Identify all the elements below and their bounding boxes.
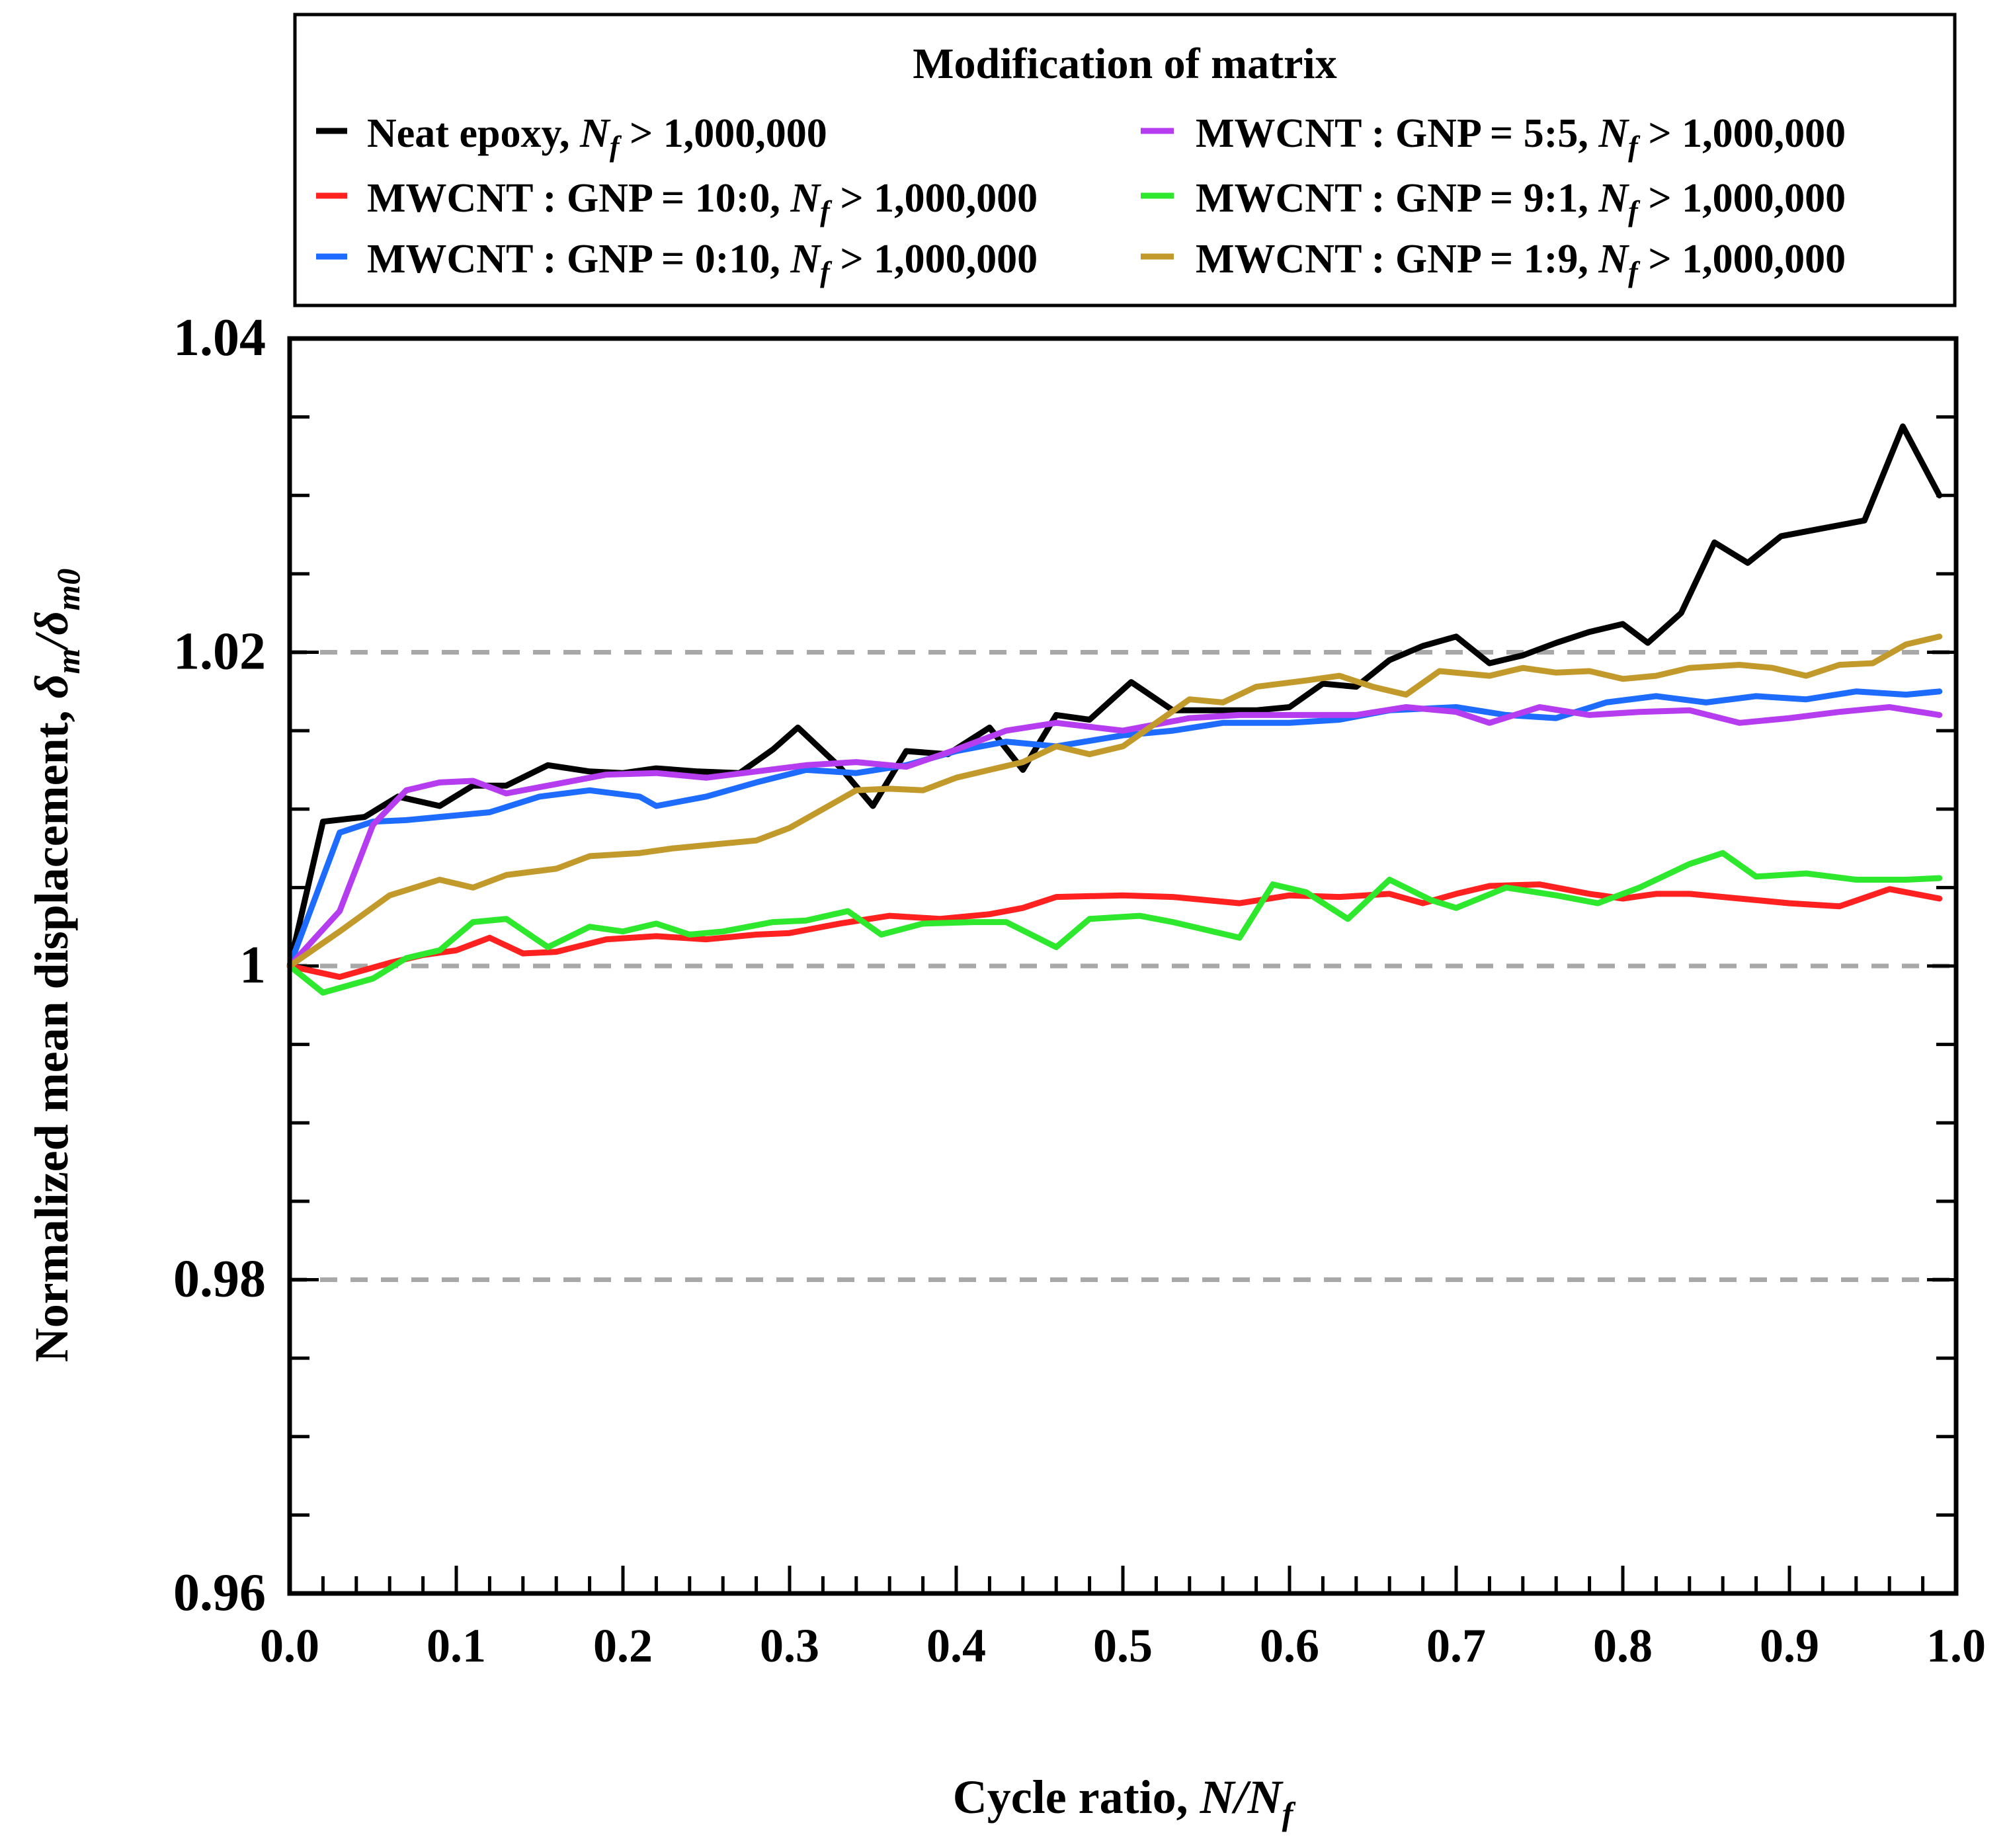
series-line-neat-epoxy	[286, 423, 1943, 969]
legend-box	[293, 13, 1957, 307]
series-line-mwcnt-gnp-5-5	[286, 704, 1943, 969]
y-tick-label: 1	[239, 936, 266, 994]
legend-entry-mwcnt-1-9: MWCNT : GNP = 1:9, Nf > 1,000,000	[1196, 237, 1846, 288]
series-line-mwcnt-gnp-10-0	[286, 881, 1943, 981]
x-tick-label: 0.8	[1593, 1619, 1653, 1672]
legend-entry-mwcnt-9-1: MWCNT : GNP = 9:1, Nf > 1,000,000	[1196, 176, 1846, 227]
x-tick-label: 1.0	[1926, 1619, 1986, 1672]
x-tick-label: 0.2	[593, 1619, 653, 1672]
series-line-mwcnt-gnp-9-1	[286, 850, 1943, 996]
legend-entry-mwcnt-5-5: MWCNT : GNP = 5:5, Nf > 1,000,000	[1196, 111, 1846, 163]
y-tick-label: 1.04	[173, 309, 266, 367]
reference-lines	[290, 650, 1956, 1282]
tick-labels: 0.0 0.1 0.2 0.3 0.4 0.5 0.6 0.7 0.8 0.9 1.0 0.96 0.9…	[173, 309, 1986, 1672]
data-series	[286, 423, 1943, 996]
series-line-mwcnt-gnp-1-9	[286, 633, 1943, 969]
x-tick-label: 0.6	[1260, 1619, 1319, 1672]
legend-entry-neat-epoxy: Neat epoxy, Nf > 1,000,000	[367, 111, 827, 163]
x-tick-label: 0.4	[926, 1619, 986, 1672]
x-tick-label: 0.0	[260, 1619, 319, 1672]
x-tick-label: 0.9	[1760, 1619, 1819, 1672]
x-tick-label: 0.7	[1426, 1619, 1486, 1672]
x-tick-label: 0.1	[427, 1619, 486, 1672]
legend: Modification of matrix Neat epoxy, Nf > …	[293, 13, 1957, 307]
legend-entry-mwcnt-10-0: MWCNT : GNP = 10:0, Nf > 1,000,000	[367, 176, 1038, 227]
y-tick-label: 0.96	[173, 1564, 266, 1622]
y-tick-label: 0.98	[173, 1250, 266, 1308]
x-axis-label: Cycle ratio, N/Nf	[953, 1771, 1296, 1832]
plot-frame	[287, 336, 1959, 1596]
y-tick-label: 1.02	[173, 623, 266, 681]
legend-title: Modification of matrix	[913, 40, 1337, 88]
legend-entry-mwcnt-0-10: MWCNT : GNP = 0:10, Nf > 1,000,000	[367, 237, 1038, 288]
x-tick-label: 0.3	[760, 1619, 819, 1672]
x-tick-label: 0.5	[1093, 1619, 1153, 1672]
y-axis-label: Normalized mean displacement, δm/δm0	[25, 569, 87, 1362]
